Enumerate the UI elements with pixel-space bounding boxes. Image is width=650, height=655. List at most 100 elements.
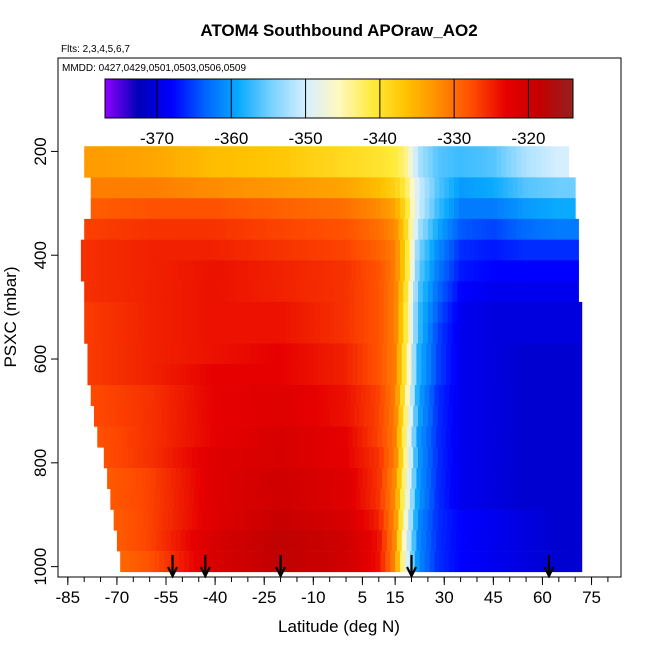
heatmap-cell bbox=[368, 301, 375, 323]
heatmap-cell bbox=[419, 177, 426, 199]
heatmap-cell bbox=[491, 322, 498, 344]
heatmap-cell bbox=[557, 488, 563, 510]
heatmap-cell bbox=[177, 281, 183, 303]
heatmap-cell bbox=[403, 301, 409, 323]
heatmap-cell bbox=[157, 146, 164, 163]
heatmap-cell bbox=[499, 426, 506, 448]
heatmap-cell bbox=[385, 260, 391, 282]
heatmap-cell bbox=[442, 301, 449, 323]
heatmap-cell bbox=[138, 218, 144, 240]
heatmap-cell bbox=[334, 301, 340, 323]
heatmap-cell bbox=[521, 146, 527, 163]
heatmap-cell bbox=[184, 488, 190, 510]
heatmap-cell bbox=[193, 384, 200, 407]
heatmap-cell bbox=[364, 161, 370, 178]
colorbar-segment bbox=[116, 79, 120, 118]
heatmap-cell bbox=[233, 198, 239, 220]
heatmap-cell bbox=[468, 177, 475, 199]
heatmap-cell bbox=[540, 218, 547, 240]
heatmap-cell bbox=[398, 322, 404, 344]
heatmap-cell bbox=[355, 177, 362, 199]
heatmap-cell bbox=[300, 218, 306, 240]
heatmap-cell bbox=[496, 218, 503, 240]
heatmap-cell bbox=[306, 384, 313, 407]
heatmap-cell bbox=[239, 426, 246, 448]
heatmap-cell bbox=[251, 146, 257, 163]
heatmap-cell bbox=[314, 447, 321, 469]
heatmap-cell bbox=[524, 530, 530, 552]
heatmap-cell bbox=[324, 447, 331, 469]
colorbar-segment bbox=[541, 79, 545, 118]
heatmap-cell bbox=[134, 384, 141, 407]
heatmap-cell bbox=[239, 343, 246, 365]
heatmap-cell bbox=[498, 177, 504, 199]
heatmap-cell bbox=[269, 468, 275, 490]
heatmap-cell bbox=[228, 177, 234, 199]
heatmap-cell bbox=[231, 447, 237, 469]
colorbar-segment bbox=[144, 79, 147, 118]
heatmap-cell bbox=[357, 364, 363, 386]
heatmap-cell bbox=[458, 384, 465, 407]
heatmap-cell bbox=[440, 426, 447, 448]
heatmap-cell bbox=[188, 260, 195, 282]
heatmap-cell bbox=[458, 239, 465, 261]
heatmap-cell bbox=[179, 198, 185, 220]
heatmap-cell bbox=[270, 281, 277, 303]
heatmap-cell bbox=[552, 198, 558, 220]
colorbar-segment bbox=[257, 79, 260, 118]
heatmap-cell bbox=[548, 343, 555, 365]
heatmap-cell bbox=[242, 198, 249, 220]
colorbar-segment bbox=[315, 79, 318, 118]
heatmap-cell bbox=[206, 161, 213, 178]
heatmap-cell bbox=[467, 447, 473, 469]
heatmap-cell bbox=[121, 468, 128, 490]
heatmap-cell bbox=[354, 218, 360, 240]
heatmap-cell bbox=[105, 198, 111, 220]
heatmap-cell bbox=[568, 426, 575, 448]
heatmap-cell bbox=[185, 343, 192, 365]
heatmap-cell bbox=[562, 260, 568, 282]
heatmap-cell bbox=[174, 239, 180, 261]
heatmap-cell bbox=[215, 364, 221, 386]
heatmap-cell bbox=[352, 364, 358, 386]
heatmap-cell bbox=[152, 509, 159, 531]
heatmap-cell bbox=[146, 426, 152, 448]
colorbar-segment bbox=[251, 79, 254, 118]
heatmap-cell bbox=[162, 509, 169, 531]
heatmap-cell bbox=[242, 384, 249, 407]
heatmap-cell bbox=[473, 551, 480, 573]
heatmap-cell bbox=[177, 301, 183, 323]
heatmap-cell bbox=[370, 239, 377, 261]
heatmap-cell bbox=[408, 301, 414, 323]
heatmap-cell bbox=[103, 447, 110, 469]
heatmap-cell bbox=[485, 364, 491, 386]
heatmap-cell bbox=[519, 343, 525, 365]
heatmap-cell bbox=[354, 301, 360, 323]
heatmap-cell bbox=[527, 384, 534, 407]
heatmap-cell bbox=[331, 177, 337, 199]
heatmap-cell bbox=[260, 161, 267, 178]
heatmap-cell bbox=[463, 239, 470, 261]
profile-arrow-head bbox=[199, 566, 211, 579]
heatmap-cell bbox=[527, 551, 534, 573]
heatmap-cell bbox=[444, 260, 450, 282]
heatmap-cell bbox=[380, 177, 386, 199]
heatmap-cell bbox=[208, 239, 214, 261]
profile-arrow-head bbox=[406, 566, 417, 579]
heatmap-cell bbox=[390, 384, 396, 407]
heatmap-cell bbox=[112, 426, 118, 448]
heatmap-cell bbox=[220, 530, 226, 552]
heatmap-cell bbox=[89, 281, 95, 303]
heatmap-cell bbox=[516, 301, 522, 323]
heatmap-cell bbox=[339, 146, 345, 163]
heatmap-cell bbox=[319, 322, 326, 344]
heatmap-cell bbox=[108, 161, 115, 178]
heatmap-cell bbox=[334, 405, 340, 427]
colorbar-segment bbox=[262, 79, 266, 118]
heatmap-cell bbox=[187, 218, 193, 240]
heatmap-cell bbox=[565, 301, 571, 323]
heatmap-cell bbox=[383, 161, 390, 178]
heatmap-cell bbox=[282, 239, 288, 261]
heatmap-cell bbox=[94, 301, 100, 323]
colorbar-segment bbox=[264, 79, 268, 118]
